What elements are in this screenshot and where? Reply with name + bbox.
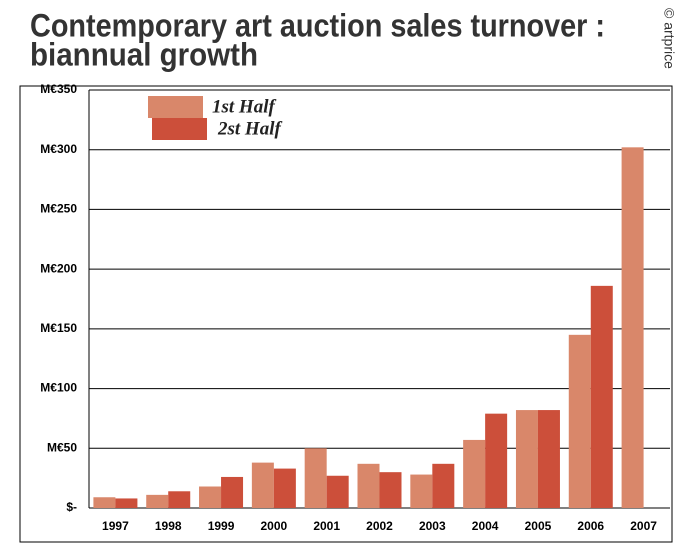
legend-swatch xyxy=(152,118,207,140)
bar xyxy=(326,475,349,508)
bar xyxy=(515,410,538,508)
bar xyxy=(115,498,138,508)
x-tick-label: 1998 xyxy=(155,519,182,533)
legend-label: 2st Half xyxy=(217,118,282,139)
x-tick-label: 2000 xyxy=(261,519,288,533)
bar xyxy=(168,491,191,508)
x-tick-label: 2006 xyxy=(577,519,604,533)
bar xyxy=(146,494,169,508)
x-tick-label: 2002 xyxy=(366,519,393,533)
bar xyxy=(199,486,222,508)
x-tick-label: 2004 xyxy=(472,519,499,533)
x-tick-label: 2001 xyxy=(313,519,340,533)
legend-swatch xyxy=(148,96,203,118)
bar xyxy=(304,448,327,508)
bar xyxy=(410,474,433,508)
y-tick-label: M€250 xyxy=(40,202,77,216)
chart-title: biannual growth xyxy=(30,36,258,72)
bar xyxy=(357,463,380,508)
y-tick-label: $- xyxy=(66,500,77,514)
x-tick-label: 1997 xyxy=(102,519,129,533)
bar xyxy=(432,463,455,508)
y-tick-label: M€100 xyxy=(40,381,77,395)
bar xyxy=(273,468,296,508)
bar xyxy=(485,413,508,508)
frame xyxy=(19,85,673,543)
bar xyxy=(251,462,274,508)
bar xyxy=(463,439,486,508)
y-tick-label: M€150 xyxy=(40,321,77,335)
y-tick-label: M€200 xyxy=(40,261,77,275)
bar xyxy=(93,497,116,508)
chart-title: Contemporary art auction sales turnover … xyxy=(30,7,605,43)
x-tick-label: 2007 xyxy=(630,519,657,533)
x-tick-label: 2003 xyxy=(419,519,446,533)
bar xyxy=(221,476,244,508)
bar xyxy=(590,285,613,508)
bar xyxy=(537,410,560,508)
x-tick-label: 2005 xyxy=(525,519,552,533)
legend-label: 1st Half xyxy=(212,96,276,117)
x-tick-label: 1999 xyxy=(208,519,235,533)
y-tick-label: M€350 xyxy=(40,82,77,96)
bar xyxy=(568,334,591,508)
bar xyxy=(379,472,402,508)
bar xyxy=(621,147,644,508)
y-tick-label: M€300 xyxy=(40,142,77,156)
source: © artprice xyxy=(661,8,677,69)
y-tick-label: M€50 xyxy=(47,440,77,454)
